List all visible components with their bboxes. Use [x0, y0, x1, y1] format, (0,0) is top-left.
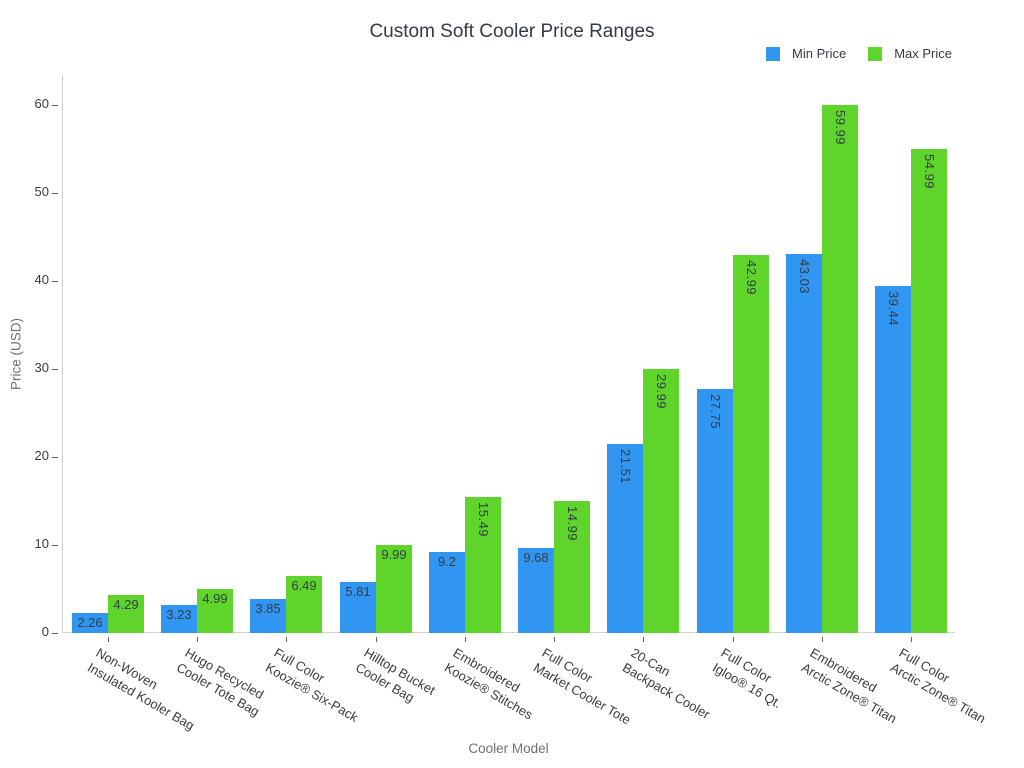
- bar-value-label: 6.49: [291, 578, 317, 593]
- bar-value-label: 3.85: [255, 601, 281, 616]
- bar-value-label: 9.68: [523, 550, 549, 565]
- plot-area: 0 10 20 30 40 50 60 2.26 4.29 Non-Woven Insulated …: [35, 75, 988, 733]
- x-tick-mark: [911, 637, 912, 642]
- bar-max-price-1[interactable]: [197, 589, 233, 633]
- bar-value-label: 5.81: [345, 584, 371, 599]
- bar-value-label: 9.99: [381, 547, 407, 562]
- bar-max-price-6[interactable]: [643, 369, 679, 633]
- bar-min-price-9[interactable]: [875, 286, 911, 633]
- x-tick-mark: [554, 637, 555, 642]
- x-tick-label-8: Embroidered Arctic Zone® Titan: [798, 645, 907, 727]
- bar-min-price-7[interactable]: [697, 389, 733, 633]
- y-tick-mark: [52, 368, 58, 370]
- y-tick-label: 10: [34, 536, 49, 551]
- bar-value-label: 9.2: [437, 554, 457, 569]
- x-axis-title: Cooler Model: [468, 741, 549, 756]
- x-tick-mark: [733, 637, 734, 642]
- y-tick-mark: [52, 104, 58, 106]
- bar-min-price-0[interactable]: [72, 613, 108, 633]
- legend-item-max-price[interactable]: Max Price: [868, 46, 952, 61]
- x-tick-mark: [643, 637, 644, 642]
- bar-value-label: 21.51: [617, 449, 633, 485]
- y-tick-label: 30: [34, 360, 49, 375]
- legend: Min Price Max Price: [766, 46, 952, 61]
- bar-min-price-3[interactable]: [340, 582, 376, 633]
- bar-max-price-9[interactable]: [911, 149, 947, 633]
- y-tick-label: 40: [34, 272, 49, 287]
- bar-value-label: 42.99: [743, 260, 759, 296]
- bar-max-price-2[interactable]: [286, 576, 322, 633]
- bar-value-label: 15.49: [475, 502, 491, 538]
- y-tick-label: 50: [34, 184, 49, 199]
- bar-value-label: 43.03: [796, 259, 812, 295]
- legend-swatch-icon: [868, 46, 883, 61]
- legend-swatch-icon: [766, 46, 781, 61]
- bar-value-label: 3.23: [166, 607, 192, 622]
- legend-label: Max Price: [894, 46, 952, 61]
- chart-title: Custom Soft Cooler Price Ranges: [369, 21, 655, 42]
- bar-max-price-8[interactable]: [822, 105, 858, 633]
- bar-value-label: 4.99: [202, 591, 228, 606]
- x-tick-mark: [822, 637, 823, 642]
- bar-value-label: 29.99: [653, 374, 669, 410]
- x-tick-mark: [286, 637, 287, 642]
- x-tick-mark: [197, 637, 198, 642]
- bar-value-label: 39.44: [885, 291, 901, 327]
- x-tick-label-4: Embroidered Koozie® Stitches: [441, 645, 544, 723]
- y-tick-mark: [52, 456, 58, 458]
- bar-min-price-4[interactable]: [429, 552, 465, 633]
- y-tick-mark: [52, 632, 58, 634]
- bar-value-label: 14.99: [564, 506, 580, 542]
- bar-min-price-5[interactable]: [518, 548, 554, 633]
- bar-min-price-8[interactable]: [786, 254, 822, 633]
- bar-max-price-5[interactable]: [554, 501, 590, 633]
- x-tick-mark: [376, 637, 377, 642]
- x-tick-mark: [465, 637, 466, 642]
- y-tick-mark: [52, 192, 58, 194]
- bar-value-label: 54.99: [921, 154, 937, 190]
- bar-value-label: 59.99: [832, 110, 848, 146]
- bar-value-label: 27.75: [707, 394, 723, 430]
- y-tick-label: 60: [34, 96, 49, 111]
- bar-max-price-0[interactable]: [108, 595, 144, 633]
- bar-value-label: 4.29: [113, 597, 139, 612]
- x-tick-label-7: Full Color Igloo® 16 Qt.: [709, 645, 792, 712]
- bar-max-price-3[interactable]: [376, 545, 412, 633]
- legend-label: Min Price: [792, 46, 847, 61]
- x-tick-label-2: Full Color Koozie® Six-Pack: [262, 645, 369, 726]
- bar-value-label: 2.26: [77, 615, 103, 630]
- y-axis-title: Price (USD): [8, 317, 24, 391]
- y-tick-mark: [52, 544, 58, 546]
- bar-max-price-7[interactable]: [733, 255, 769, 633]
- y-tick-label: 0: [41, 624, 49, 639]
- y-tick-mark: [52, 280, 58, 282]
- y-tick-label: 20: [34, 448, 49, 463]
- x-tick-label-9: Full Color Arctic Zone® Titan: [887, 645, 996, 727]
- legend-item-min-price[interactable]: Min Price: [766, 46, 846, 61]
- bar-min-price-6[interactable]: [607, 444, 643, 633]
- x-tick-mark: [108, 637, 109, 642]
- bar-max-price-4[interactable]: [465, 497, 501, 633]
- bar-min-price-2[interactable]: [250, 599, 286, 633]
- x-tick-label-5: Full Color Market Cooler Tote: [530, 645, 642, 729]
- bar-min-price-1[interactable]: [161, 605, 197, 633]
